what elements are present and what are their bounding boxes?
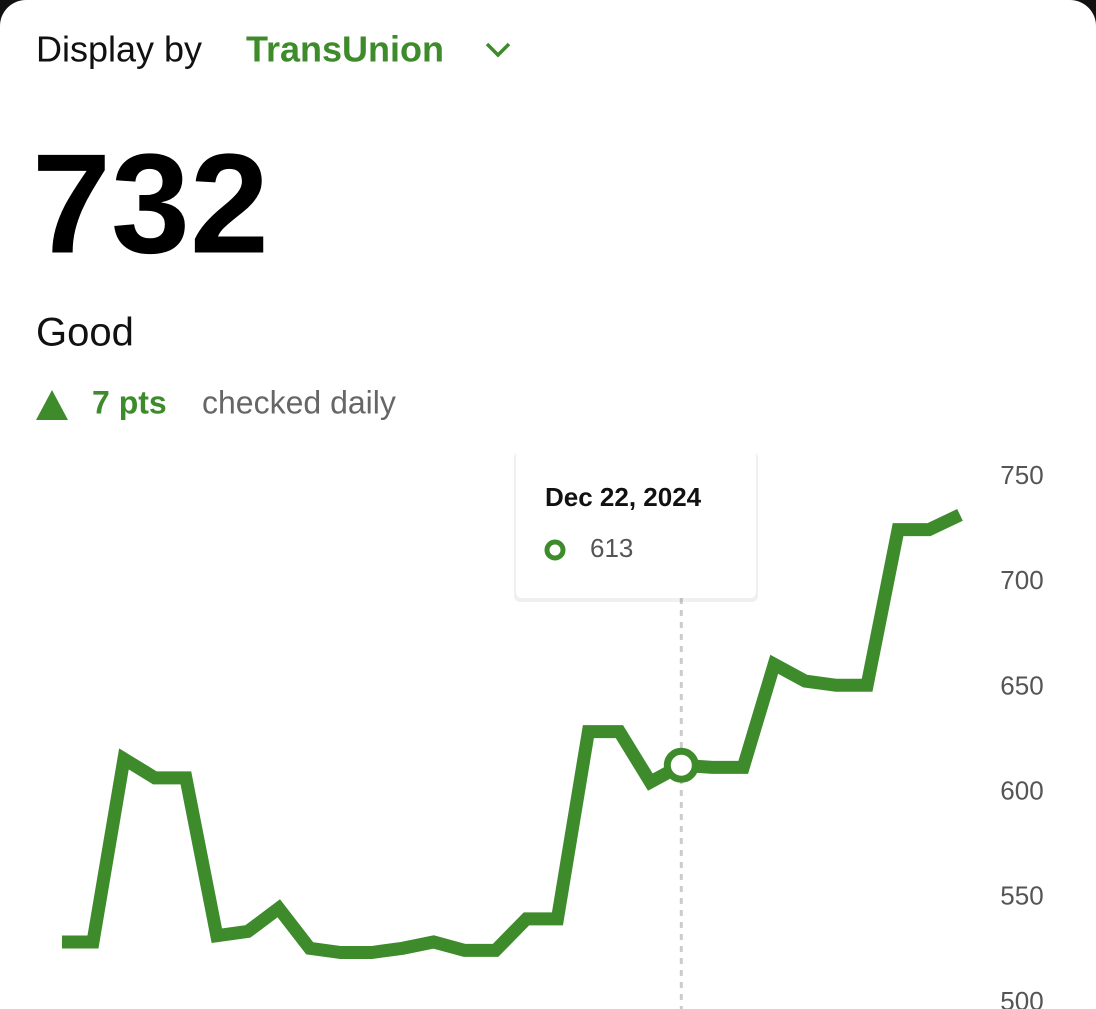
y-tick-label: 550 — [1000, 881, 1043, 911]
change: 7 pts — [92, 384, 167, 420]
chevron[interactable] — [485, 42, 511, 58]
y-tick-label: 650 — [1000, 670, 1043, 700]
tooltip-date: Dec 22, 2024 — [545, 482, 702, 512]
change-note: checked daily — [202, 384, 396, 420]
y-tick-label: 750 — [1000, 460, 1043, 490]
display-label: Display by — [36, 29, 202, 70]
y-tick-label: 500 — [1000, 986, 1043, 1009]
up-arrow — [36, 390, 68, 420]
y-tick-label: 700 — [1000, 565, 1043, 595]
tooltip-swatch — [544, 539, 566, 561]
tooltip: Dec 22, 2024 613 — [514, 450, 758, 602]
hover-point — [663, 747, 699, 783]
tooltip-box — [516, 450, 756, 598]
score-line — [62, 509, 963, 960]
tooltip-value: 613 — [590, 533, 633, 563]
provider[interactable]: TransUnion — [246, 29, 444, 70]
score: 732 — [32, 125, 269, 284]
rating: Good — [36, 311, 134, 355]
y-tick-label: 600 — [1000, 775, 1043, 805]
